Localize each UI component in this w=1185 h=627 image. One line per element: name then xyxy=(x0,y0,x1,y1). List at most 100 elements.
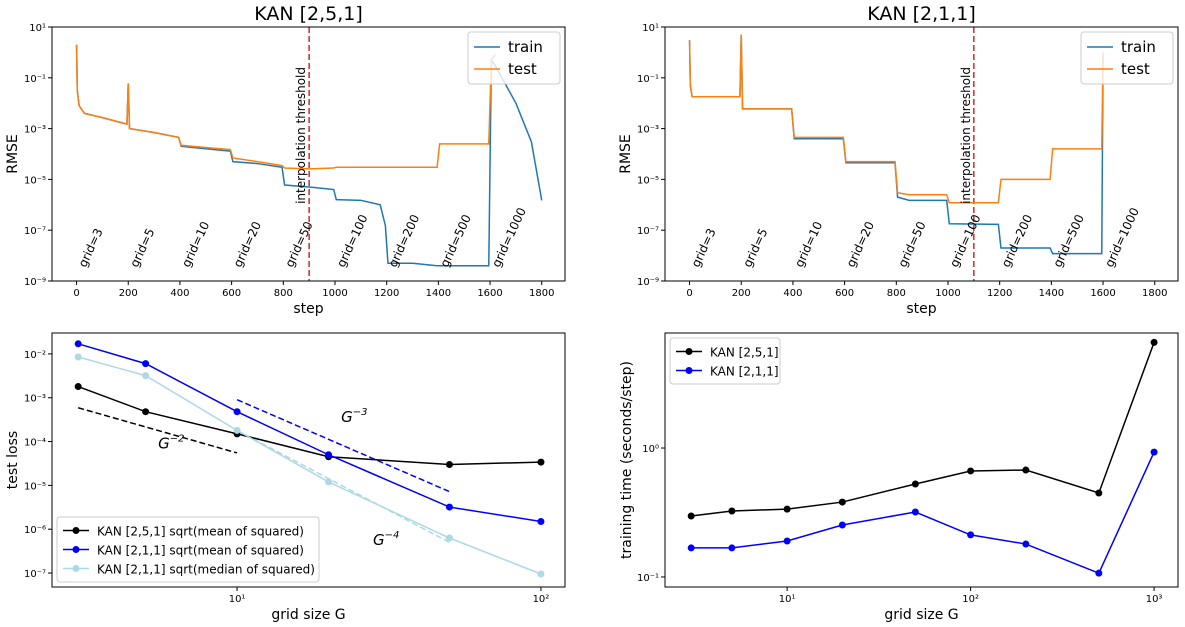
x-tick-label: 1200 xyxy=(374,288,399,299)
y-axis-label: training time (seconds/step) xyxy=(619,361,635,559)
plot-area xyxy=(688,27,1104,281)
y-tick-label: 10⁻¹ xyxy=(24,74,46,85)
data-point xyxy=(537,570,545,578)
data-point xyxy=(687,512,695,520)
reference-label: G−3 xyxy=(341,407,367,426)
reference-label-exponent: −3 xyxy=(353,407,368,418)
reference-line xyxy=(77,407,238,454)
x-axis-label: grid size G xyxy=(884,607,958,623)
data-point xyxy=(1022,466,1030,474)
subplot: grid size G test loss 10¹ 10² 10⁻⁷ 10⁻⁶ 10⁻⁵ 10… xyxy=(5,332,566,623)
x-tick-label: 1400 xyxy=(1039,288,1064,299)
subplot: KAN [2,1,1] step RMSE 0 200 400 600 800 1000 1200… xyxy=(618,3,1179,317)
data-point xyxy=(233,408,241,416)
legend-marker xyxy=(685,367,693,374)
y-tick-label: 10⁻⁹ xyxy=(637,277,659,288)
axes-frame xyxy=(51,332,566,588)
legend-marker xyxy=(72,546,80,553)
grid-annotation: grid=5 xyxy=(740,226,770,269)
data-point xyxy=(1150,448,1158,456)
legend-label: KAN [2,1,1] sqrt(median of squared) xyxy=(97,563,315,577)
data-point xyxy=(233,426,241,434)
legend-marker xyxy=(72,527,80,534)
grid-annotation: grid=50 xyxy=(282,219,315,269)
reference-label-base: G xyxy=(373,531,385,549)
x-tick-label: 1600 xyxy=(477,288,502,299)
legend-box xyxy=(467,31,561,85)
grid-annotation: grid=100 xyxy=(334,212,371,269)
series-line xyxy=(77,356,542,575)
data-point xyxy=(911,480,919,488)
data-point xyxy=(445,460,453,468)
x-tick-label: 200 xyxy=(732,288,751,299)
legend-label: KAN [2,5,1] xyxy=(710,346,779,360)
legend-box xyxy=(1080,31,1174,85)
x-tick-label: 0 xyxy=(686,288,692,299)
data-point xyxy=(911,508,919,516)
legend-label: train xyxy=(1121,38,1156,56)
x-tick-label: 600 xyxy=(835,288,854,299)
x-tick-label: 1800 xyxy=(529,288,554,299)
grid-annotation: grid=20 xyxy=(844,219,877,269)
y-axis-label: RMSE xyxy=(5,134,21,174)
x-tick-label: 800 xyxy=(274,288,293,299)
reference-label-base: G xyxy=(341,408,353,426)
series-line xyxy=(77,343,542,523)
data-point xyxy=(1022,540,1030,548)
subplot: grid size G training time (seconds/step) 1… xyxy=(619,332,1179,623)
axes-frame xyxy=(51,26,566,282)
series-line xyxy=(688,34,1104,204)
grid-annotation: grid=500 xyxy=(1050,212,1087,269)
x-tick-label: 800 xyxy=(887,288,906,299)
series-line xyxy=(691,451,1155,575)
data-point xyxy=(74,353,82,361)
x-tick-label: 1000 xyxy=(322,288,347,299)
grid-annotation: grid=10 xyxy=(792,219,825,269)
data-point xyxy=(325,478,333,486)
reference-label: G−4 xyxy=(373,530,399,549)
x-tick-label: 1200 xyxy=(987,288,1012,299)
y-tick-label: 10⁻⁴ xyxy=(24,438,46,449)
data-point xyxy=(1095,569,1103,577)
chart-title: KAN [2,1,1] xyxy=(867,3,976,25)
reference-line xyxy=(236,429,450,544)
data-point xyxy=(1095,489,1103,497)
reference-label-exponent: −4 xyxy=(385,530,400,541)
y-tick-label: 10⁰ xyxy=(642,444,659,455)
subplot: KAN [2,5,1] step RMSE 0 200 400 600 800 1000 1200… xyxy=(5,3,566,317)
data-point xyxy=(445,503,453,511)
x-tick-label: 1000 xyxy=(935,288,960,299)
data-point xyxy=(537,458,545,466)
x-tick-label: 1600 xyxy=(1090,288,1115,299)
data-point xyxy=(728,544,736,552)
x-tick-label: 1800 xyxy=(1142,288,1167,299)
y-tick-label: 10¹ xyxy=(642,23,659,34)
threshold-label: interpolation threshold xyxy=(294,67,308,204)
data-point xyxy=(838,521,846,529)
y-axis-label: RMSE xyxy=(618,134,634,174)
series-line xyxy=(77,385,541,466)
legend-label: KAN [2,5,1] sqrt(mean of squared) xyxy=(97,525,304,539)
y-tick-label: 10⁻³ xyxy=(24,125,46,136)
data-point xyxy=(728,507,736,515)
chart-title: KAN [2,5,1] xyxy=(254,3,363,25)
data-point xyxy=(967,531,975,539)
grid-annotation: grid=200 xyxy=(386,212,423,269)
x-tick-label: 400 xyxy=(783,288,802,299)
data-point xyxy=(838,498,846,506)
y-tick-label: 10⁻⁷ xyxy=(24,226,46,237)
legend-label: KAN [2,1,1] xyxy=(710,365,779,379)
data-point xyxy=(142,372,150,380)
threshold-label: interpolation threshold xyxy=(959,67,973,204)
grid-annotation: grid=10 xyxy=(179,219,212,269)
reference-label-base: G xyxy=(158,434,170,452)
grid-annotation: grid=3 xyxy=(76,226,106,269)
y-tick-label: 10⁻⁷ xyxy=(637,226,659,237)
plot-area xyxy=(687,338,1158,577)
legend: train test xyxy=(1080,31,1174,85)
x-axis-label: grid size G xyxy=(271,607,345,623)
legend: KAN [2,5,1] KAN [2,1,1] xyxy=(669,337,781,385)
data-point xyxy=(74,340,82,348)
grid-annotation: grid=20 xyxy=(231,219,264,269)
